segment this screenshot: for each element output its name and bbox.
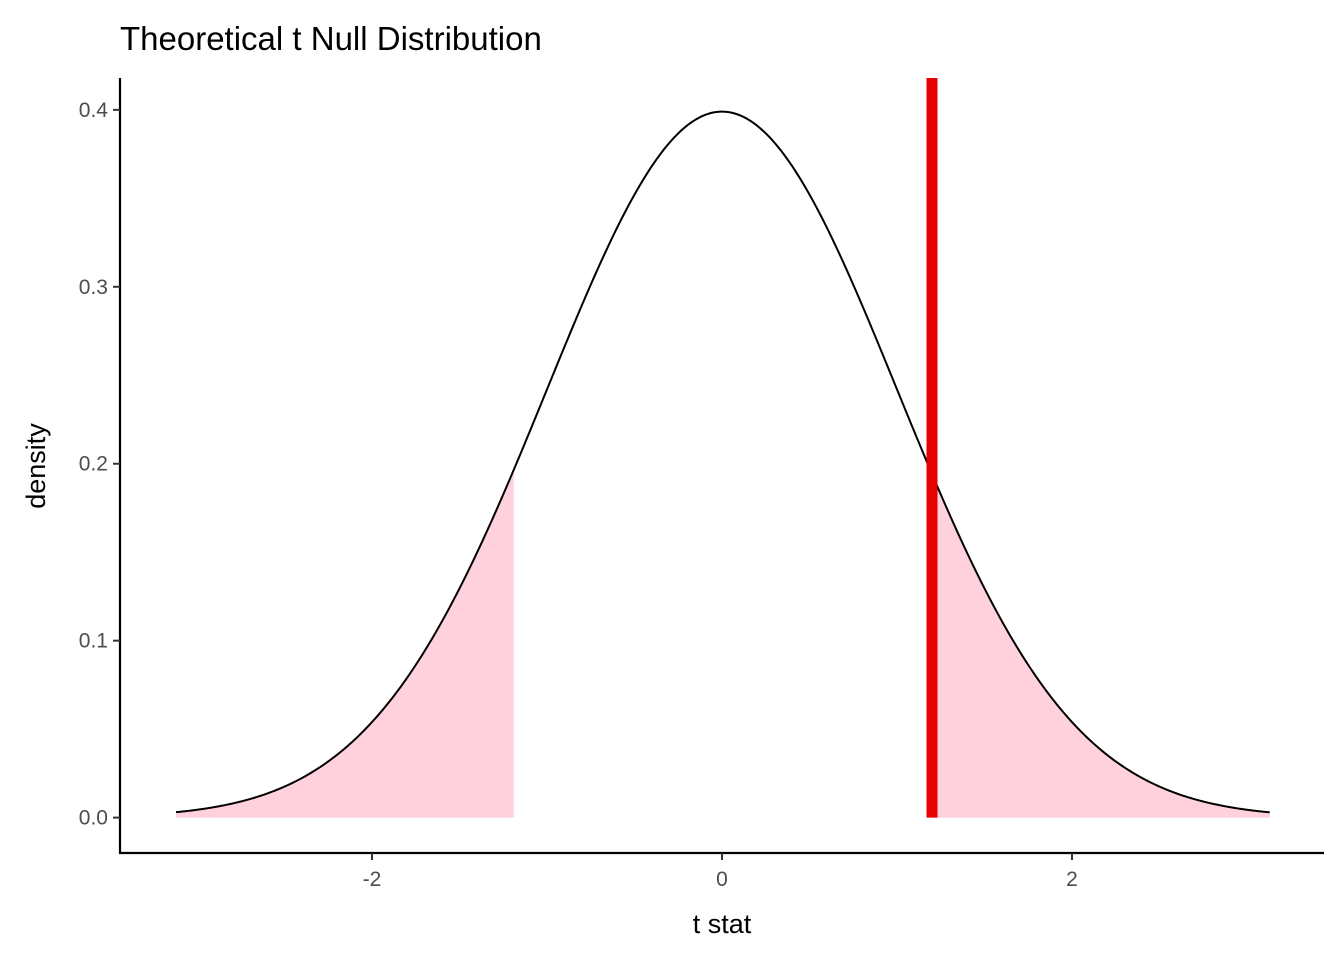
y-tick-label: 0.4	[79, 99, 109, 122]
x-axis-label: t stat	[693, 909, 752, 939]
density-curve	[175, 110, 1270, 814]
shaded-tail-region-1	[176, 469, 514, 818]
x-tick-label: -2	[363, 868, 382, 891]
y-tick-label: 0.1	[79, 630, 108, 653]
y-tick-label: 0.2	[79, 453, 108, 476]
shaded-tail-region-2	[930, 469, 1270, 818]
observed-stat-line	[926, 78, 938, 818]
y-tick-label: 0.0	[79, 807, 108, 830]
y-tick-label: 0.3	[79, 276, 108, 299]
chart-title: Theoretical t Null Distribution	[120, 20, 542, 57]
x-tick-label: 0	[716, 868, 728, 891]
y-axis-label: density	[21, 423, 51, 509]
x-tick-label: 2	[1066, 868, 1078, 891]
